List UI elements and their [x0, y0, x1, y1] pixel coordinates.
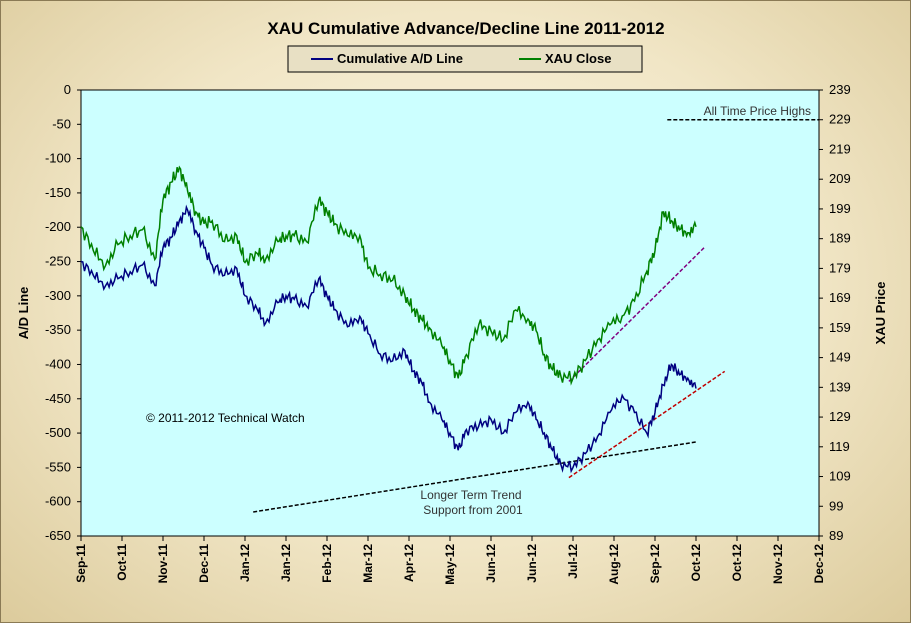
x-tick-label: Dec-11	[197, 544, 211, 583]
x-tick-label: Oct-11	[115, 544, 129, 581]
x-tick-label: Jun-12	[525, 544, 539, 583]
left-tick-label: -350	[45, 322, 71, 337]
x-tick-label: Jan-12	[279, 544, 293, 582]
x-tick-label: Dec-12	[812, 544, 826, 584]
left-tick-label: -300	[45, 288, 71, 303]
right-tick-label: 109	[829, 469, 851, 484]
right-tick-label: 219	[829, 141, 851, 156]
x-tick-label: Nov-12	[771, 544, 785, 584]
left-axis: 0 -50 -100 -150 -200 -250 -300 -350 -400 -450 -500…	[45, 82, 81, 543]
left-tick-label: 0	[64, 82, 71, 97]
trendlines	[253, 118, 819, 513]
chart-title: XAU Cumulative Advance/Decline Line 2011…	[267, 19, 664, 38]
right-tick-label: 229	[829, 112, 851, 127]
series-line-xau-close	[80, 165, 697, 386]
right-tick-label: 149	[829, 350, 851, 365]
left-tick-label: -150	[45, 185, 71, 200]
x-tick-label: Oct-12	[730, 544, 744, 582]
right-tick-label: 179	[829, 260, 851, 275]
x-tick-label: Mar-12	[361, 544, 375, 583]
left-tick-label: -650	[45, 528, 71, 543]
right-tick-label: 209	[829, 171, 851, 186]
right-tick-label: 129	[829, 409, 851, 424]
annotation-all-time-highs: All Time Price Highs	[704, 104, 811, 118]
left-tick-label: -250	[45, 254, 71, 269]
left-tick-label: -400	[45, 356, 71, 371]
x-tick-label: Aug-12	[607, 544, 621, 585]
right-tick-label: 159	[829, 320, 851, 335]
y-axis-label-left: A/D Line	[16, 287, 31, 340]
left-tick-label: -200	[45, 219, 71, 234]
legend-box	[287, 45, 643, 73]
right-tick-label: 99	[829, 498, 843, 513]
legend-entry-xau: XAU Close	[545, 51, 611, 66]
right-tick-label: 169	[829, 290, 851, 305]
series-line-cumulative-ad	[80, 204, 697, 474]
x-tick-label: Jun-12	[484, 544, 498, 583]
x-tick-label: Jul-12	[566, 544, 580, 579]
x-tick-label: Sep-11	[74, 544, 88, 583]
legend-entry-ad: Cumulative A/D Line	[337, 51, 463, 66]
x-axis: Sep-11 Oct-11 Nov-11 Dec-11 Jan-12 Jan-12 Feb-…	[74, 536, 826, 585]
left-tick-label: -450	[45, 391, 71, 406]
plot-area	[80, 89, 820, 537]
left-tick-label: -600	[45, 494, 71, 509]
left-tick-label: -50	[52, 116, 71, 131]
trendline-2	[568, 247, 705, 382]
x-tick-label: Nov-11	[156, 544, 170, 584]
legend: Cumulative A/D Line XAU Close	[287, 45, 643, 73]
copyright-note: © 2011-2012 Technical Watch	[146, 411, 305, 425]
right-tick-label: 119	[829, 439, 850, 454]
x-tick-label: Oct-12	[689, 544, 703, 582]
x-tick-label: Jan-12	[238, 544, 252, 582]
right-tick-label: 199	[829, 201, 851, 216]
x-tick-label: May-12	[443, 544, 457, 585]
annotation-trend-line2: Support from 2001	[423, 503, 523, 517]
trendline-0	[253, 441, 697, 513]
left-tick-label: -500	[45, 425, 71, 440]
left-tick-label: -100	[45, 151, 71, 166]
right-axis: 239 229 219 209 199 189 179 169 159 149 139 129 119 1…	[819, 82, 851, 543]
right-tick-label: 189	[829, 231, 851, 246]
annotation-trend-line1: Longer Term Trend	[420, 488, 521, 502]
x-tick-label: Sep-12	[648, 544, 662, 584]
left-tick-label: -550	[45, 459, 71, 474]
y-axis-label-right: XAU Price	[873, 282, 888, 345]
right-tick-label: 139	[829, 379, 851, 394]
right-tick-label: 89	[829, 528, 843, 543]
x-tick-label: Feb-12	[320, 544, 334, 583]
x-tick-label: Apr-12	[402, 544, 416, 582]
right-tick-label: 239	[829, 82, 851, 97]
trendline-1	[568, 370, 726, 479]
